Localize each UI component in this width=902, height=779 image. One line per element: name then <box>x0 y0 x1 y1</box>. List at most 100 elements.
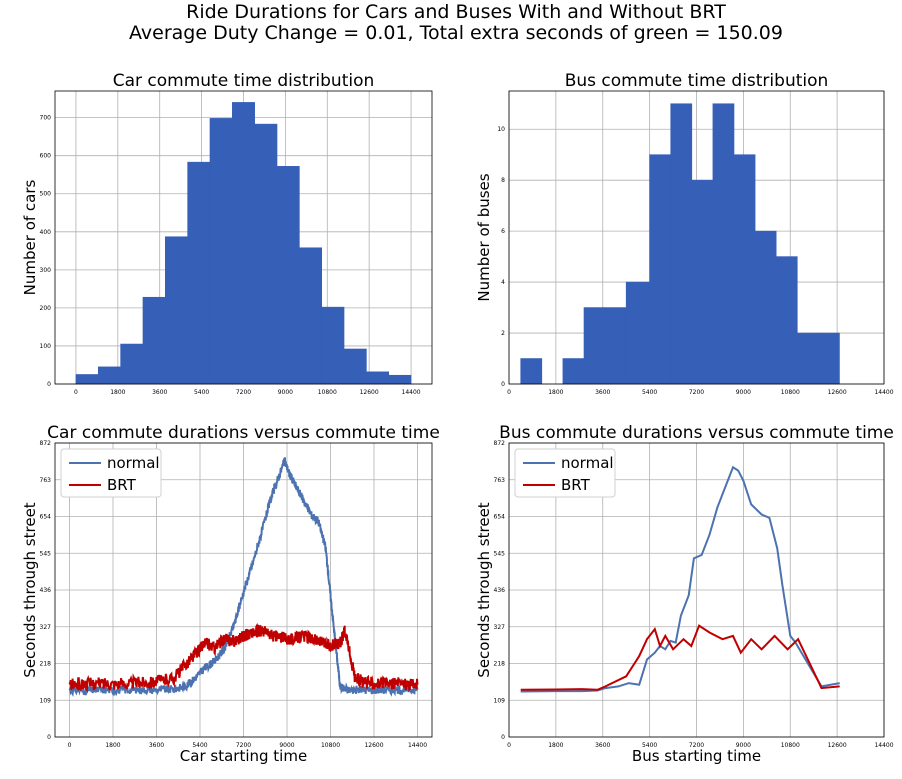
x-tick-label: 7200 <box>236 389 251 396</box>
figure-title-line2: Average Duty Change = 0.01, Total extra … <box>129 22 783 44</box>
histogram-bar <box>366 371 390 385</box>
histogram-bar <box>75 374 99 385</box>
x-tick-label: 14400 <box>874 742 893 749</box>
x-tick-label: 14400 <box>874 389 893 396</box>
x-tick-label: 14400 <box>402 389 421 396</box>
series-line-normal <box>68 457 419 698</box>
x-tick-label: 0 <box>74 389 78 396</box>
histogram-bar <box>775 256 798 385</box>
x-tick-label: 10800 <box>318 389 337 396</box>
x-tick-label: 12600 <box>828 389 847 396</box>
y-tick-label: 0 <box>501 734 505 741</box>
histogram-bar <box>388 374 412 385</box>
x-tick-label: 12600 <box>360 389 379 396</box>
series-line-brt <box>520 624 840 691</box>
histogram-bar <box>733 154 756 385</box>
y-tick-label: 6 <box>501 228 505 235</box>
x-tick-label: 1800 <box>548 389 563 396</box>
histogram-bar <box>583 307 606 385</box>
y-tick-label: 0 <box>501 381 505 388</box>
chart-panel-3: normal BRT 0 1800 3600 5400 7200 9000 10800 12600… <box>21 423 440 765</box>
x-tick-label: 10800 <box>781 742 800 749</box>
y-tick-label: 300 <box>40 267 52 274</box>
x-tick-label: 0 <box>68 742 72 749</box>
y-tick-label: 0 <box>47 734 51 741</box>
y-tick-label: 109 <box>494 697 506 704</box>
y-tick-label: 400 <box>40 229 52 236</box>
y-tick-label: 8 <box>501 177 505 184</box>
y-tick-label: 200 <box>40 305 52 312</box>
x-tick-label: 7200 <box>689 389 704 396</box>
histogram-bar <box>625 281 650 385</box>
histogram-bar <box>209 118 233 385</box>
legend: normal BRT <box>60 448 162 498</box>
plot-frame <box>54 442 433 738</box>
chart-panel-1: 0 1800 3600 5400 7200 9000 10800 12600 14400 0 100… <box>21 71 433 396</box>
chart-title: Car commute time distribution <box>113 71 375 91</box>
x-tick-label: 12600 <box>364 742 383 749</box>
histogram-bar <box>232 102 255 385</box>
x-tick-label: 3600 <box>595 742 610 749</box>
histogram-bar <box>562 358 585 385</box>
y-axis-label: Number of buses <box>475 173 493 301</box>
histogram-bar <box>691 179 714 385</box>
x-tick-label: 3600 <box>595 389 610 396</box>
y-tick-label: 436 <box>40 587 52 594</box>
histogram-bar <box>670 103 693 385</box>
y-tick-label: 0 <box>47 381 51 388</box>
histogram-bar <box>299 247 322 385</box>
histogram-bar <box>649 154 672 385</box>
y-tick-label: 500 <box>40 191 52 198</box>
histogram-bar <box>818 332 840 385</box>
x-tick-label: 5400 <box>642 742 657 749</box>
x-axis-label: Bus starting time <box>632 747 761 765</box>
y-tick-label: 763 <box>40 477 52 484</box>
histogram-bar <box>254 123 278 385</box>
y-tick-label: 872 <box>40 440 52 447</box>
x-tick-label: 5400 <box>194 389 209 396</box>
histogram-bar <box>754 230 777 385</box>
y-tick-label: 654 <box>40 514 52 521</box>
histogram-bar <box>604 307 627 385</box>
histogram-bar <box>321 306 345 385</box>
x-tick-label: 0 <box>507 389 511 396</box>
plot-frame <box>508 90 885 385</box>
y-tick-label: 700 <box>40 115 52 122</box>
legend: normal BRT <box>514 448 616 498</box>
y-axis-label: Seconds through street <box>21 502 39 677</box>
x-tick-label: 1800 <box>548 742 563 749</box>
x-tick-label: 10800 <box>781 389 800 396</box>
x-tick-label: 1800 <box>105 742 120 749</box>
histogram-bar <box>142 296 166 385</box>
series-line-brt <box>68 622 419 693</box>
chart-title: Car commute durations versus commute tim… <box>47 423 440 443</box>
chart-panel-4: normal BRT 0 1800 3600 5400 7200 9000 10800 12600… <box>475 423 894 765</box>
figure-title-line1: Ride Durations for Cars and Buses With a… <box>186 1 726 23</box>
y-tick-label: 10 <box>497 126 505 133</box>
y-tick-label: 545 <box>40 550 52 557</box>
histogram-bar <box>187 161 211 385</box>
legend-label-normal: normal <box>561 454 614 472</box>
histogram-bar <box>165 236 188 385</box>
y-tick-label: 218 <box>494 661 506 668</box>
chart-title: Bus commute durations versus commute tim… <box>499 423 894 443</box>
x-tick-label: 3600 <box>152 389 167 396</box>
legend-label-normal: normal <box>107 454 160 472</box>
y-tick-label: 218 <box>40 661 52 668</box>
x-tick-label: 3600 <box>149 742 164 749</box>
histogram-bar <box>712 103 735 385</box>
chart-panel-2: 0 1800 3600 5400 7200 9000 10800 12600 14400 0 2 4 6… <box>475 71 894 396</box>
histogram-bar <box>120 343 144 385</box>
y-tick-label: 600 <box>40 153 52 160</box>
charts-container: 0 1800 3600 5400 7200 9000 10800 12600 14400 0 10 0… <box>21 71 894 765</box>
y-tick-label: 436 <box>494 587 506 594</box>
legend-label-brt: BRT <box>561 476 591 494</box>
x-tick-label: 9000 <box>279 742 294 749</box>
y-tick-label: 654 <box>494 514 506 521</box>
y-tick-label: 327 <box>40 624 52 631</box>
y-tick-label: 327 <box>494 624 506 631</box>
x-tick-label: 7200 <box>689 742 704 749</box>
x-tick-label: 5400 <box>192 742 207 749</box>
x-tick-label: 0 <box>507 742 511 749</box>
